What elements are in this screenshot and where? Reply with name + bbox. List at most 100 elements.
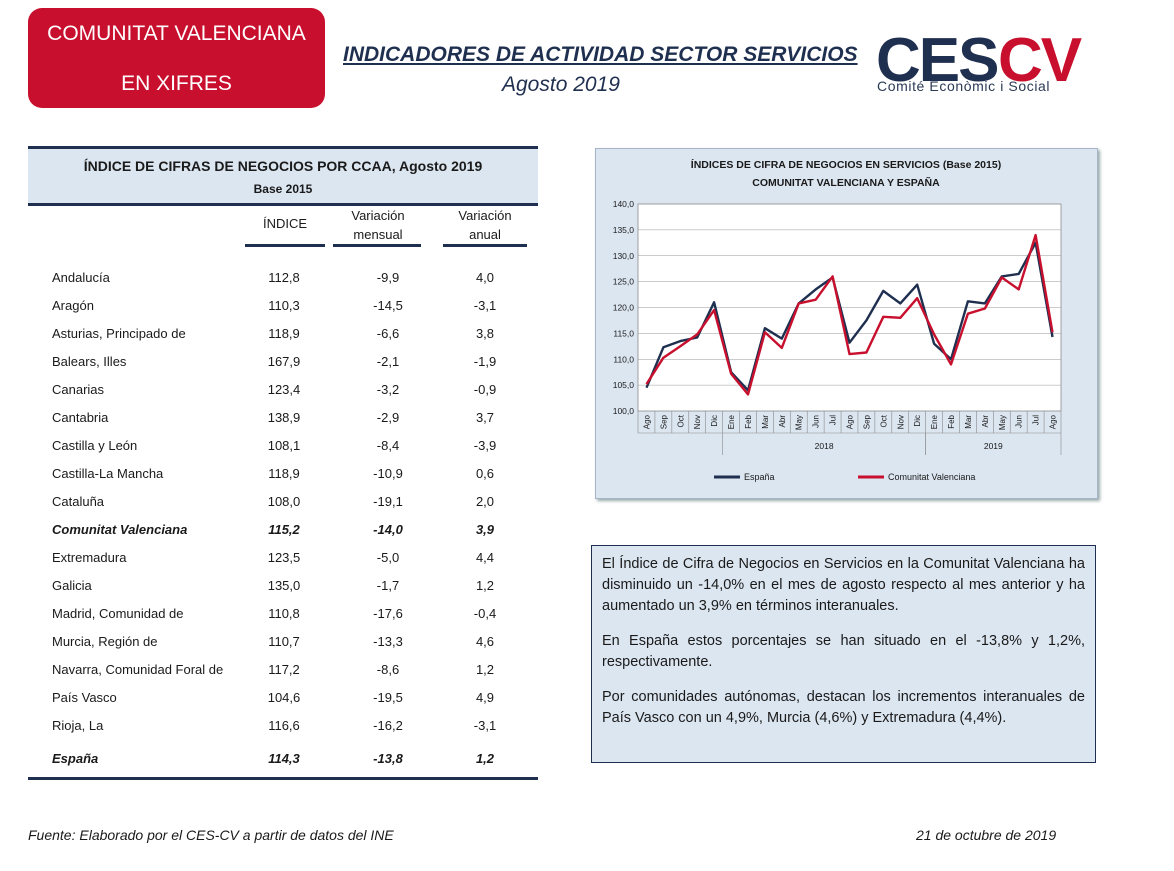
svg-text:CES: CES	[876, 26, 997, 95]
table-row: Navarra, Comunidad Foral de 117,2 -8,6 1,2	[28, 656, 538, 684]
region-name: Canarias	[52, 382, 105, 397]
cescv-logo: CES CV	[876, 26, 1084, 95]
mensual-value: -8,6	[376, 662, 400, 677]
x-tick-label: Abr	[778, 415, 787, 428]
x-tick-label: Ene	[930, 414, 939, 429]
table-row: Castilla y León 108,1 -8,4 -3,9	[28, 432, 538, 460]
region-name: Navarra, Comunidad Foral de	[52, 662, 224, 677]
page-subtitle: Agosto 2019	[502, 73, 620, 96]
region-name: País Vasco	[52, 690, 117, 705]
x-tick-label: Ago	[642, 414, 651, 429]
region-name: Andalucía	[52, 270, 110, 285]
chart-subtitle: COMUNITAT VALENCIANA Y ESPAÑA	[752, 176, 940, 189]
x-tick-label: Nov	[693, 415, 702, 429]
table-row: Cantabria 138,9 -2,9 3,7	[28, 404, 538, 432]
table-row: Extremadura 123,5 -5,0 4,4	[28, 544, 538, 572]
col-header-anual-2: anual	[469, 227, 501, 242]
anual-value: 4,9	[475, 690, 495, 705]
y-tick-label: 120,0	[613, 303, 635, 313]
x-tick-label: Jul	[1032, 415, 1041, 425]
y-tick-label: 135,0	[613, 225, 635, 235]
indice-value: 110,7	[268, 634, 300, 649]
region-name: Asturias, Principado de	[52, 326, 186, 341]
region-name: España	[52, 751, 99, 766]
table-row: Aragón 110,3 -14,5 -3,1	[28, 292, 538, 320]
chart-title: ÍNDICES DE CIFRA DE NEGOCIOS EN SERVICIO…	[691, 158, 1001, 171]
anual-value: 3,9	[475, 522, 495, 537]
x-tick-label: Jun	[1015, 415, 1024, 428]
commentary-paragraph-3: Por comunidades autónomas, destacan los …	[602, 689, 1085, 726]
indice-value: 104,6	[267, 690, 301, 705]
region-name: Balears, Illes	[52, 354, 127, 369]
commentary-paragraph-2: En España estos porcentajes se han situa…	[602, 633, 1085, 670]
indice-value: 118,9	[268, 326, 300, 341]
x-tick-label: Feb	[744, 414, 753, 428]
anual-value: 1,2	[475, 751, 495, 766]
mensual-value: -1,7	[376, 578, 400, 593]
x-tick-label: Ene	[727, 414, 736, 429]
table-header: ÍNDICE DE CIFRAS DE NEGOCIOS POR CCAA, A…	[28, 146, 538, 206]
page-title: INDICADORES DE ACTIVIDAD SECTOR SERVICIO…	[343, 43, 858, 66]
legend-label: Comunitat Valenciana	[888, 472, 975, 482]
table-row: Madrid, Comunidad de 110,8 -17,6 -0,4	[28, 600, 538, 628]
region-name: Rioja, La	[52, 718, 104, 733]
indice-value: 115,2	[268, 522, 300, 537]
x-tick-label: May	[998, 415, 1007, 430]
table-row: Comunitat Valenciana 115,2 -14,0 3,9	[28, 516, 538, 544]
indice-value: 123,5	[267, 550, 301, 565]
indice-value: 114,3	[268, 751, 300, 766]
table-title: ÍNDICE DE CIFRAS DE NEGOCIOS POR CCAA, A…	[83, 158, 483, 174]
table-row: Cataluña 108,0 -19,1 2,0	[28, 488, 538, 516]
region-name: Aragón	[52, 298, 94, 313]
mensual-value: -9,9	[376, 270, 400, 285]
table-base: Base 2015	[253, 182, 313, 196]
y-tick-label: 110,0	[613, 354, 634, 364]
table-row: País Vasco 104,6 -19,5 4,9	[28, 684, 538, 712]
col-header-anual-1: Variación	[458, 208, 512, 223]
indice-value: 138,9	[267, 410, 301, 425]
x-tick-label: Mar	[761, 415, 770, 429]
col-underline-anual	[443, 244, 527, 247]
y-tick-label: 140,0	[613, 199, 635, 209]
indice-value: 108,1	[267, 438, 301, 453]
col-header-anual: Variación anual	[442, 206, 528, 244]
mensual-value: -13,8	[373, 751, 403, 766]
region-name: Murcia, Región de	[52, 634, 158, 649]
x-tick-label: Jun	[812, 415, 821, 428]
mensual-value: -14,0	[373, 522, 403, 537]
y-tick-label: 125,0	[613, 277, 635, 287]
x-tick-label: Ago	[846, 414, 855, 429]
indice-value: 167,9	[267, 354, 301, 369]
footer-date: 21 de octubre de 2019	[916, 827, 1057, 843]
year-group-label: 2019	[984, 441, 1003, 451]
col-underline-indice	[245, 244, 325, 247]
col-header-mensual: Variación mensual	[333, 206, 423, 244]
region-name: Extremadura	[52, 550, 127, 565]
indice-value: 117,2	[268, 662, 300, 677]
badge-line-1: COMUNITAT VALENCIANA	[47, 22, 306, 45]
mensual-value: -10,9	[373, 466, 403, 481]
anual-value: 3,8	[475, 326, 495, 341]
anual-value: 1,2	[475, 662, 495, 677]
indice-value: 123,4	[267, 382, 301, 397]
x-tick-label: Sep	[659, 414, 668, 429]
table-row: Castilla-La Mancha 118,9 -10,9 0,6	[28, 460, 538, 488]
region-name: Cataluña	[52, 494, 105, 509]
commentary-box: El Índice de Cifra de Negocios en Servic…	[591, 545, 1096, 763]
table-bottom-rule	[28, 777, 538, 780]
commentary-paragraph-1: El Índice de Cifra de Negocios en Servic…	[602, 556, 1085, 614]
region-name: Cantabria	[52, 410, 109, 425]
series-line-comunitat-valenciana	[645, 233, 1054, 396]
mensual-value: -17,6	[373, 606, 403, 621]
mensual-value: -3,2	[376, 382, 400, 397]
region-name: Castilla y León	[52, 438, 138, 453]
anual-value: 1,2	[475, 578, 495, 593]
mensual-value: -2,1	[376, 354, 400, 369]
y-tick-label: 130,0	[613, 251, 635, 261]
indice-value: 116,6	[268, 718, 300, 733]
mensual-value: -6,6	[376, 326, 400, 341]
header-badge: COMUNITAT VALENCIANA EN XIFRES	[28, 8, 325, 108]
y-tick-label: 100,0	[613, 406, 635, 416]
line-chart: ÍNDICES DE CIFRA DE NEGOCIOS EN SERVICIO…	[613, 158, 1062, 482]
table-row: Andalucía 112,8 -9,9 4,0	[28, 264, 538, 292]
